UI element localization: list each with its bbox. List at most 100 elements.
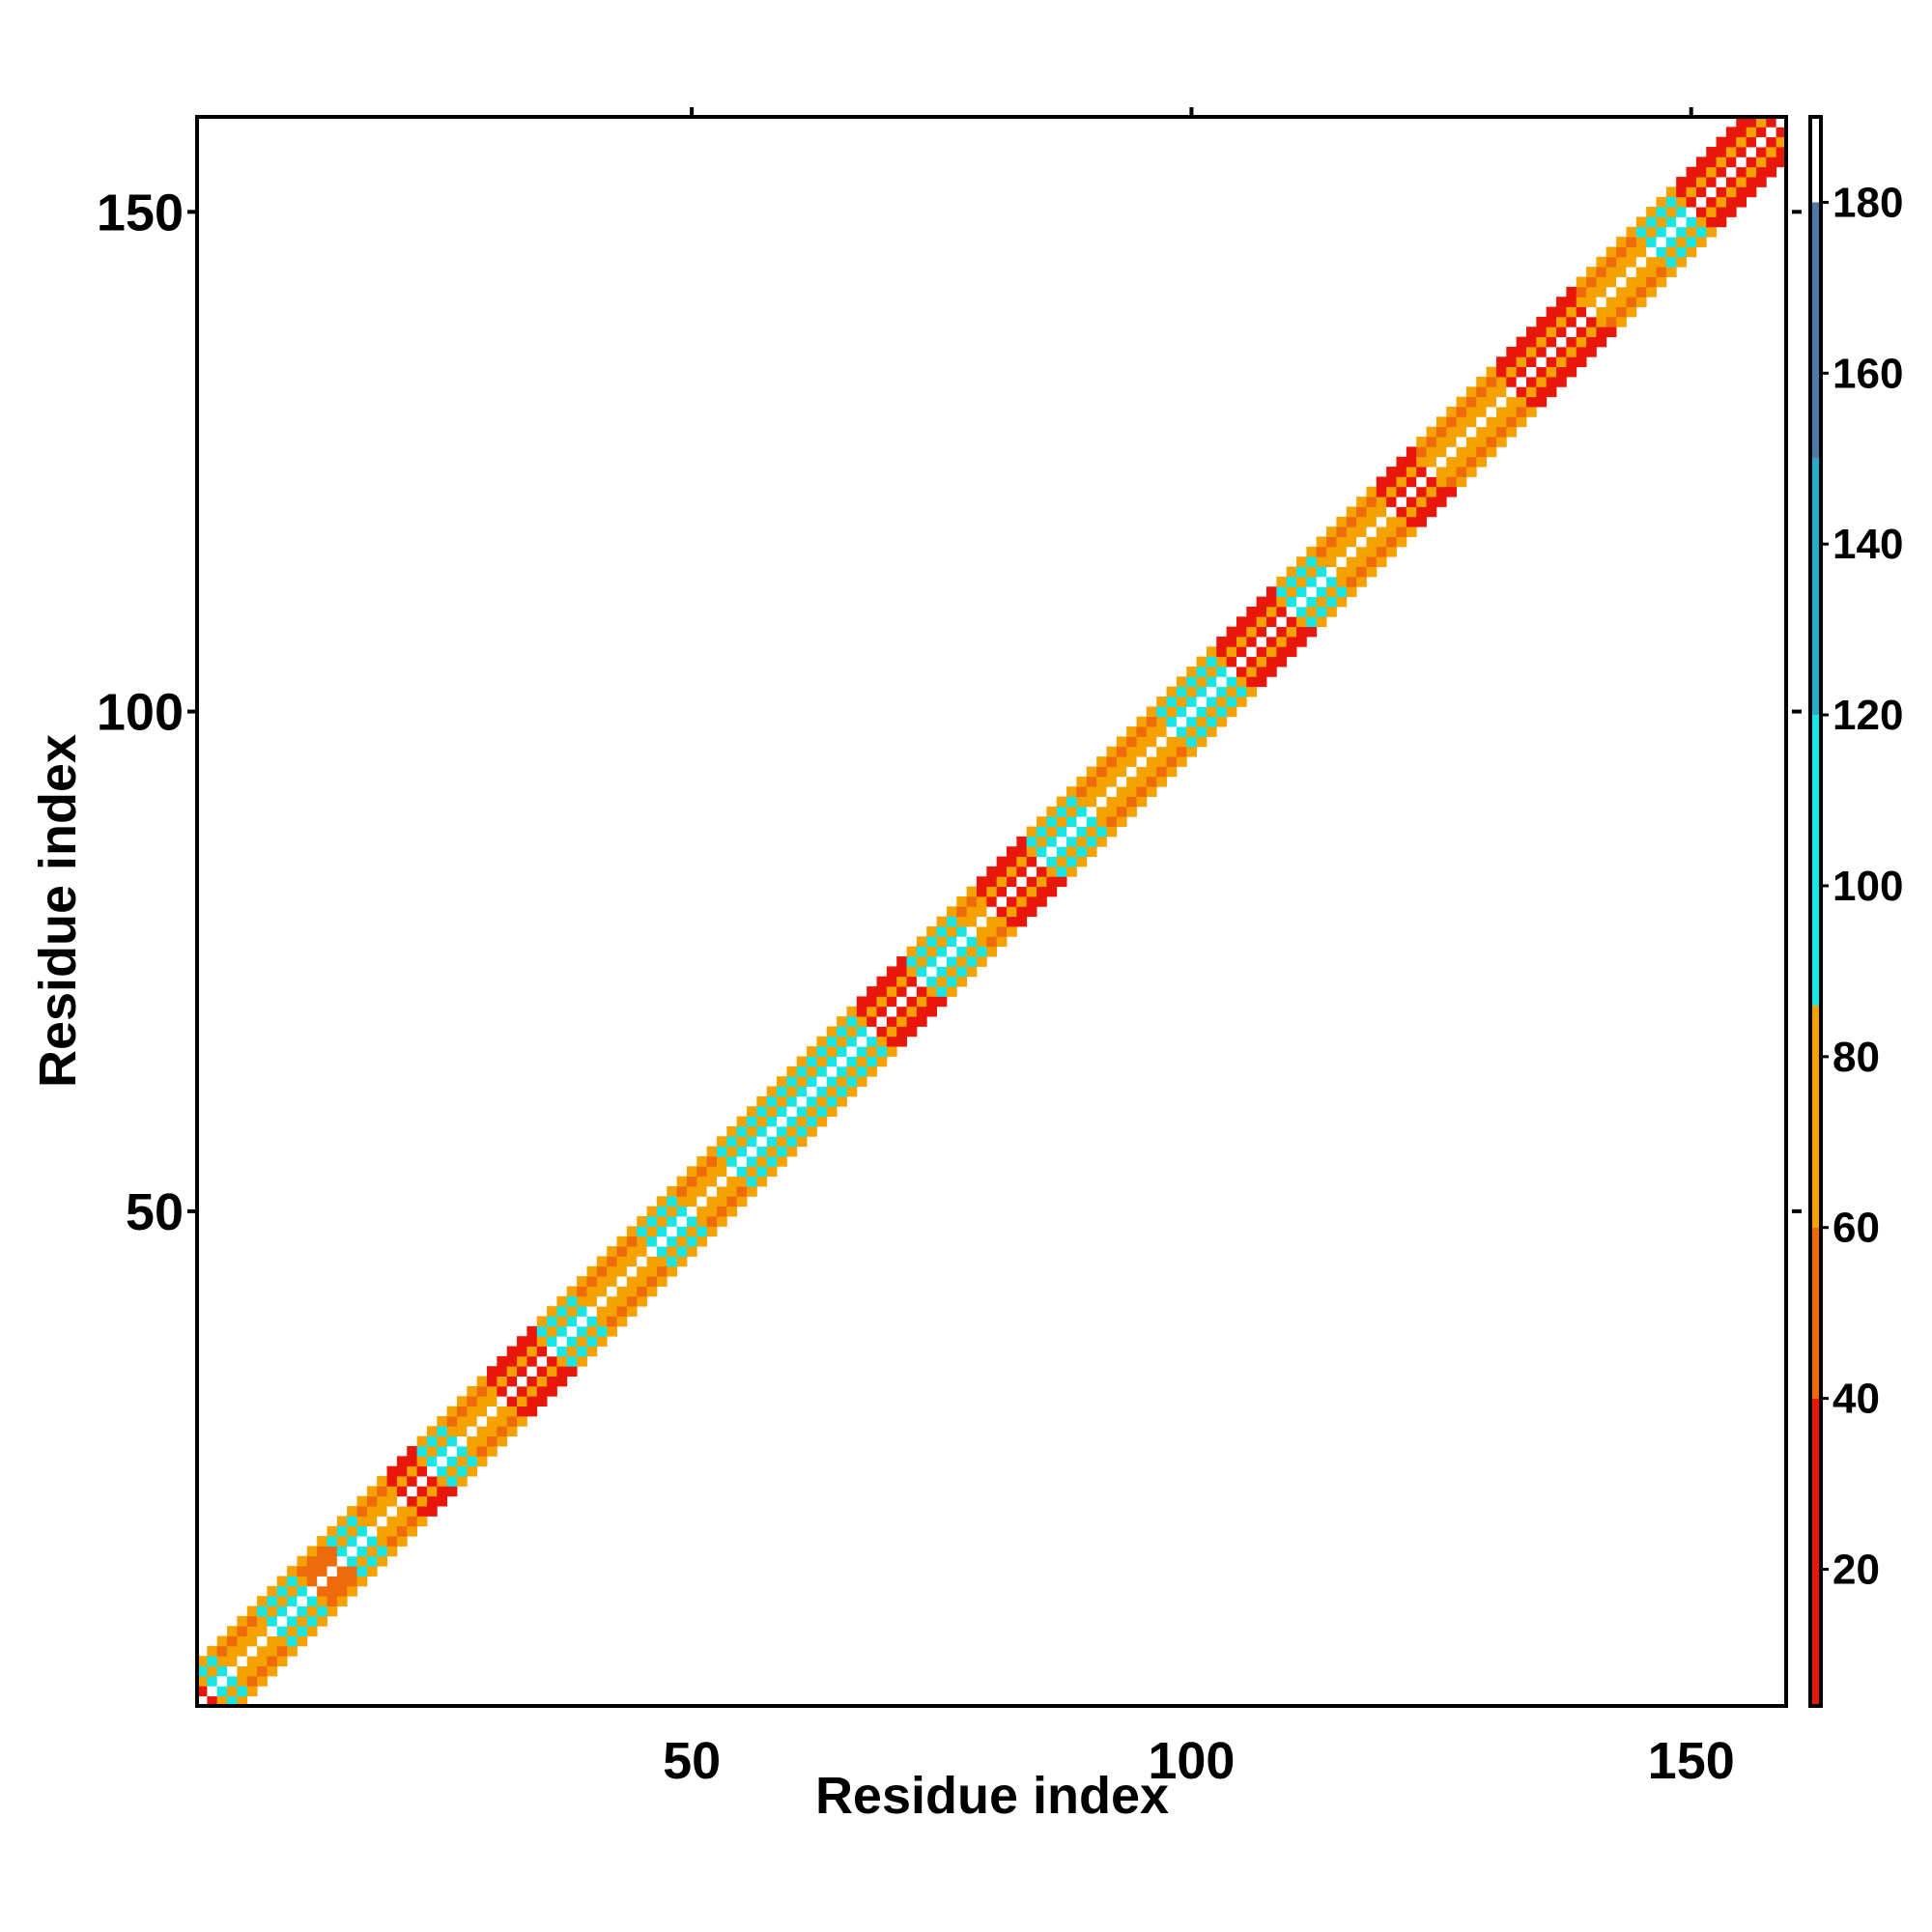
heatmap-cell bbox=[426, 1435, 438, 1447]
heatmap-cell bbox=[1176, 726, 1187, 737]
heatmap-cell bbox=[216, 1695, 228, 1707]
heatmap-cell bbox=[796, 1116, 808, 1127]
heatmap-cell bbox=[356, 1576, 368, 1587]
heatmap-cell bbox=[1266, 646, 1277, 658]
heatmap-cell bbox=[467, 1396, 478, 1407]
heatmap-cell bbox=[1695, 156, 1707, 168]
heatmap-cell bbox=[1276, 656, 1288, 668]
heatmap-cell bbox=[586, 1336, 598, 1347]
heatmap-cell bbox=[1256, 656, 1267, 668]
heatmap-cell bbox=[777, 1125, 787, 1137]
heatmap-cell bbox=[327, 1576, 338, 1587]
heatmap-cell bbox=[1156, 756, 1167, 767]
heatmap-cell bbox=[607, 1246, 617, 1257]
heatmap-cell bbox=[956, 895, 968, 907]
heatmap-cell bbox=[1136, 716, 1148, 727]
heatmap-cell bbox=[1156, 736, 1167, 748]
heatmap-cell bbox=[1166, 716, 1178, 727]
heatmap-cell bbox=[1755, 136, 1767, 148]
heatmap-cell bbox=[1306, 586, 1318, 598]
heatmap-cell bbox=[1435, 497, 1447, 507]
heatmap-cell bbox=[1007, 916, 1017, 927]
heatmap-cell bbox=[407, 1525, 418, 1537]
heatmap-cell bbox=[1146, 716, 1157, 727]
heatmap-cell bbox=[566, 1286, 578, 1297]
heatmap-cell bbox=[766, 1095, 778, 1107]
heatmap-cell bbox=[426, 1476, 438, 1487]
heatmap-cell bbox=[1366, 497, 1378, 507]
heatmap-cell bbox=[577, 1336, 587, 1347]
heatmap-cell bbox=[416, 1435, 428, 1447]
heatmap-cell bbox=[526, 1355, 538, 1367]
heatmap-cell bbox=[646, 1286, 658, 1297]
heatmap-cell bbox=[777, 1155, 787, 1167]
heatmap-cell bbox=[686, 1246, 697, 1257]
heatmap-cell bbox=[1316, 536, 1327, 548]
heatmap-cell bbox=[267, 1645, 278, 1657]
heatmap-cell bbox=[257, 1596, 268, 1606]
heatmap-cell bbox=[656, 1196, 668, 1208]
heatmap-cell bbox=[577, 1355, 587, 1367]
heatmap-cell bbox=[1086, 776, 1097, 787]
heatmap-cell bbox=[497, 1435, 508, 1447]
heatmap-cell bbox=[1016, 886, 1028, 897]
heatmap-cell bbox=[347, 1576, 357, 1587]
heatmap-cell bbox=[896, 966, 907, 978]
heatmap-cell bbox=[736, 1166, 748, 1178]
heatmap-cell bbox=[267, 1665, 278, 1677]
heatmap-cell bbox=[456, 1435, 468, 1447]
heatmap-cell bbox=[556, 1295, 568, 1307]
heatmap-cell bbox=[1026, 895, 1037, 907]
heatmap-cell bbox=[1286, 646, 1297, 658]
heatmap-cell bbox=[1486, 366, 1497, 378]
heatmap-cell bbox=[246, 1686, 258, 1697]
heatmap-cell bbox=[1755, 117, 1767, 128]
heatmap-cell bbox=[1656, 196, 1667, 208]
heatmap-cell bbox=[696, 1166, 708, 1178]
heatmap-cell bbox=[1456, 396, 1467, 408]
heatmap-cell bbox=[1076, 846, 1088, 857]
heatmap-cell bbox=[1326, 556, 1337, 567]
heatmap-cell bbox=[816, 1106, 828, 1117]
heatmap-cell bbox=[966, 966, 978, 978]
heatmap-cell bbox=[1706, 207, 1717, 217]
heatmap-cell bbox=[1406, 516, 1417, 527]
heatmap-cell bbox=[926, 936, 937, 948]
heatmap-cell bbox=[596, 1336, 608, 1347]
heatmap-cell bbox=[1556, 346, 1567, 357]
heatmap-cell bbox=[816, 1086, 828, 1097]
heatmap-cell bbox=[1086, 786, 1097, 797]
heatmap-cell bbox=[1007, 876, 1017, 888]
heatmap-cell bbox=[646, 1246, 658, 1257]
y-tick-label: 50 bbox=[126, 1183, 184, 1241]
heatmap-cell bbox=[1336, 586, 1348, 598]
heatmap-cell bbox=[626, 1286, 638, 1297]
heatmap-cell bbox=[526, 1366, 538, 1377]
heatmap-cell bbox=[1596, 276, 1607, 288]
heatmap-cell bbox=[886, 976, 897, 987]
heatmap-cell bbox=[336, 1585, 348, 1597]
heatmap-cell bbox=[1446, 446, 1457, 458]
heatmap-cell bbox=[1046, 856, 1058, 867]
heatmap-cell bbox=[1465, 446, 1477, 458]
heatmap-cell bbox=[786, 1065, 798, 1077]
heatmap-cell bbox=[1276, 576, 1288, 587]
heatmap-cell bbox=[467, 1426, 478, 1437]
heatmap-cell bbox=[876, 986, 888, 997]
heatmap-cell bbox=[1066, 786, 1077, 797]
heatmap-cell bbox=[276, 1605, 288, 1617]
heatmap-cell bbox=[446, 1465, 458, 1477]
heatmap-cell bbox=[1676, 207, 1687, 217]
heatmap-cell bbox=[497, 1355, 508, 1367]
heatmap-cell bbox=[1506, 366, 1518, 378]
heatmap-cell bbox=[1706, 156, 1717, 168]
heatmap-cell bbox=[716, 1206, 727, 1217]
heatmap-cell bbox=[456, 1406, 468, 1417]
heatmap-cell bbox=[1746, 186, 1757, 198]
heatmap-cell bbox=[377, 1555, 387, 1567]
heatmap-cell bbox=[667, 1226, 678, 1237]
heatmap-cell bbox=[327, 1536, 338, 1547]
heatmap-cell bbox=[986, 946, 998, 957]
heatmap-cell bbox=[796, 1125, 808, 1137]
heatmap-cell bbox=[777, 1146, 787, 1157]
